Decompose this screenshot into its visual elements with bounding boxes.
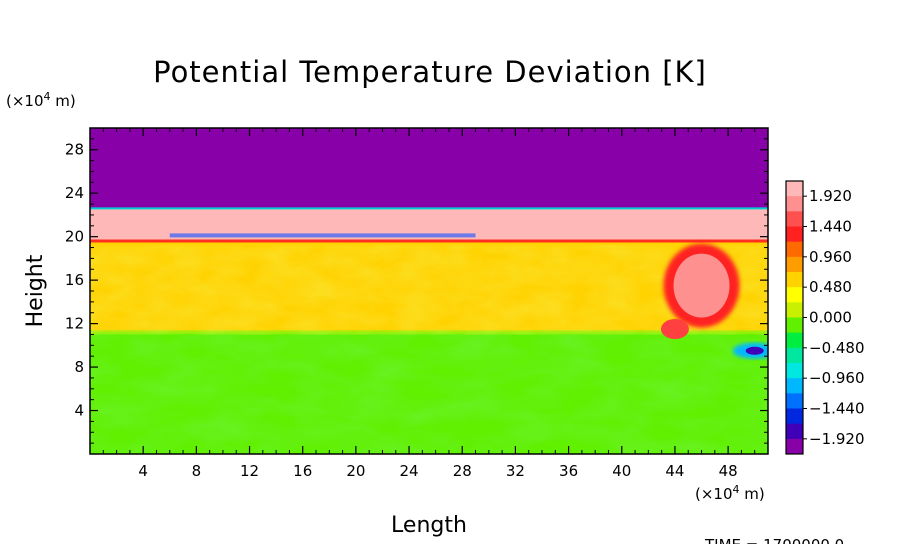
x-tick-label: 24: [400, 462, 419, 480]
colorbar-swatch: [786, 287, 803, 303]
x-tick-label: 16: [293, 462, 312, 480]
y-axis-label: Height: [23, 254, 48, 327]
colorbar-swatch: [786, 332, 803, 349]
y-tick-label: 16: [65, 271, 84, 289]
x-tick-label: 8: [192, 462, 202, 480]
time-stamp: TIME = 1700000.0: [704, 536, 844, 544]
x-tick-label: 20: [346, 462, 365, 480]
y-unit-label: (×104 m): [6, 90, 76, 110]
colorbar: 1.920 1.440 0.960 0.480 0.000 −0.480 −0.960 −1.…: [785, 180, 865, 455]
x-tick-label: 12: [240, 462, 259, 480]
colorbar-swatch: [786, 317, 803, 334]
x-tick-label: 44: [665, 462, 684, 480]
field-feature: [732, 342, 768, 359]
colorbar-tick-label: −1.920: [809, 430, 865, 448]
colorbar-swatch: [786, 256, 803, 273]
inner-stripe: [169, 233, 476, 238]
feature-core: [673, 253, 730, 318]
colorbar-tick-label: −0.960: [809, 369, 865, 387]
colorbar-swatch: [786, 347, 803, 364]
x-axis-label: Length: [391, 513, 467, 538]
colorbar-swatch: [786, 423, 803, 440]
x-tick-label: 40: [612, 462, 631, 480]
colorbar-tick-label: −0.480: [809, 339, 865, 357]
y-tick-label: 24: [65, 184, 84, 202]
x-tick-label: 48: [719, 462, 738, 480]
x-unit-label: (×104 m): [695, 483, 765, 503]
x-tick-label: 32: [506, 462, 525, 480]
mixed-layer-texture: [90, 245, 768, 335]
colorbar-tick-label: 1.440: [809, 218, 852, 236]
y-tick-label: 4: [74, 402, 84, 420]
x-tick-label: 28: [453, 462, 472, 480]
colorbar-swatch: [786, 378, 803, 394]
colorbar-tick-label: 1.920: [809, 187, 852, 205]
colorbar-swatch: [786, 408, 803, 425]
y-tick-label: 20: [65, 228, 84, 246]
colorbar-swatch: [786, 196, 803, 212]
colorbar-swatch: [786, 181, 803, 197]
colorbar-tick-label: 0.480: [809, 278, 852, 296]
lower-layer-texture: [90, 335, 768, 454]
colorbar-swatch: [786, 272, 803, 288]
colorbar-swatch: [786, 302, 803, 318]
colorbar-swatch: [786, 226, 803, 243]
colorbar-swatch: [786, 363, 803, 379]
colorbar-tick-label: −1.440: [809, 400, 865, 418]
colorbar-tick-label: 0.960: [809, 248, 852, 266]
colorbar-swatch: [786, 241, 803, 258]
y-tick-label: 12: [65, 315, 84, 333]
x-tick-label: 36: [559, 462, 578, 480]
colorbar-tick-label: 0.000: [809, 309, 852, 327]
field-feature: [660, 243, 740, 340]
feature-lobe: [660, 319, 689, 340]
plot-area: [90, 128, 768, 454]
field-region: [90, 128, 768, 209]
y-tick-label: 28: [65, 141, 84, 159]
y-tick-label: 8: [74, 358, 84, 376]
colorbar-swatch: [786, 211, 803, 227]
x-tick-label: 4: [138, 462, 148, 480]
chart-title: Potential Temperature Deviation [K]: [153, 55, 707, 89]
colorbar-swatch: [786, 393, 803, 409]
feature-core: [745, 346, 764, 355]
colorbar-swatch: [786, 438, 803, 455]
